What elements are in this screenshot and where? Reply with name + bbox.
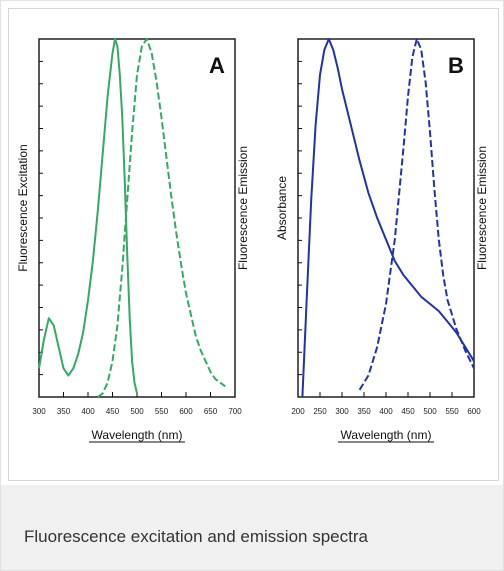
- panel-b-x-tick-label: 500: [423, 407, 437, 416]
- panel-a-series-2-line: [97, 38, 226, 398]
- panel-a-x-tick-label: 350: [57, 407, 71, 416]
- panel-b-right-y-axis-label: Fluorescence Emission: [475, 146, 489, 270]
- panel-a-x-tick-label: 400: [81, 407, 95, 416]
- panel-a-x-tick-label: 600: [179, 407, 193, 416]
- panel-a-x-tick-label: 500: [130, 407, 144, 416]
- panel-a-series-1-line: [38, 38, 138, 394]
- panel-b-label: B: [448, 53, 464, 78]
- panel-a-x-tick-label: 650: [204, 407, 218, 416]
- panel-a-x-axis-label: Wavelength (nm): [92, 428, 183, 442]
- panel-a-x-tick-label: 550: [155, 407, 169, 416]
- panel-b-x-tick-label: 600: [467, 407, 481, 416]
- panel-b-x-tick-label: 450: [401, 407, 415, 416]
- figure-caption: Fluorescence excitation and emission spe…: [24, 527, 368, 546]
- panel-a-x-tick-label: 300: [32, 407, 46, 416]
- panel-a-frame: [38, 38, 236, 398]
- panel-b-x-tick-label: 550: [445, 407, 459, 416]
- panel-a-left-y-axis-label: Fluorescence Excitation: [16, 144, 30, 271]
- panel-b-x-tick-label: 350: [357, 407, 371, 416]
- spectra-figure: 300 350 400 450 500 550 600 650 700 A Wavelength (…: [16, 38, 489, 443]
- panel-a-x-tick-label: 450: [106, 407, 120, 416]
- panel-b-series-1-line: [301, 38, 475, 398]
- panel-b-x-axis-label: Wavelength (nm): [341, 428, 432, 442]
- panel-b-x-tick-label: 200: [291, 407, 305, 416]
- panel-b-left-y-axis-label: Absorbance: [275, 176, 289, 240]
- panel-b-x-tick-label: 400: [379, 407, 393, 416]
- panel-a-label: A: [209, 53, 225, 78]
- figure-image: 300 350 400 450 500 550 600 650 700 A Wavelength (…: [8, 8, 499, 481]
- panel-b-series-2-line: [358, 38, 475, 391]
- panel-b-frame: [297, 38, 475, 398]
- panel-a-right-y-axis-label: Fluorescence Emission: [236, 146, 250, 270]
- panel-b-x-tick-label: 300: [335, 407, 349, 416]
- panel-a-x-tick-label: 700: [228, 407, 242, 416]
- caption-bar: Fluorescence excitation and emission spe…: [1, 485, 503, 570]
- panel-b-x-tick-label: 250: [313, 407, 327, 416]
